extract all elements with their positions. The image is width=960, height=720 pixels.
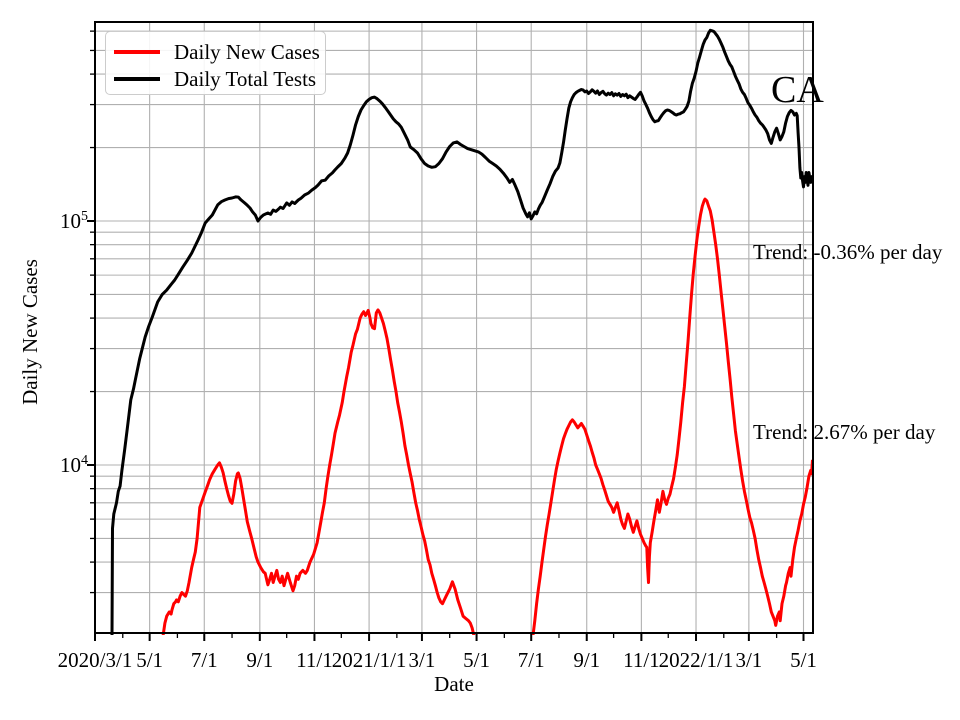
x-axis-title: Date	[434, 672, 474, 696]
data-series	[110, 28, 813, 635]
cases-trend-annotation: Trend: 2.67% per day	[753, 420, 936, 444]
tests-line-swatch	[114, 77, 160, 81]
plot-frame	[94, 21, 814, 634]
legend-item-cases: Daily New Cases	[114, 39, 325, 65]
x-tick-label: 7/1	[517, 648, 545, 672]
x-tick-label: 11/1	[623, 648, 660, 672]
y-tick-label: 104	[60, 453, 88, 477]
x-tick-label: 5/1	[136, 648, 164, 672]
x-tick-label: 3/1	[408, 648, 436, 672]
x-tick-label: 7/1	[190, 648, 218, 672]
legend-label-cases: Daily New Cases	[174, 39, 320, 64]
x-tick-label: 2022/1/1	[658, 648, 734, 672]
x-tick-label: 9/1	[246, 648, 274, 672]
y-tick-label: 105	[60, 209, 88, 233]
x-tick-label: 3/1	[735, 648, 763, 672]
x-tick-label: 5/1	[790, 648, 817, 672]
tests-trend-annotation: Trend: -0.36% per day	[753, 240, 943, 264]
series-line-daily-total-tests	[110, 28, 813, 635]
y-axis-title: Daily New Cases	[18, 259, 42, 405]
cases-line-swatch	[114, 50, 160, 54]
x-tick-label: 2021/1/1	[331, 648, 407, 672]
legend: Daily New Cases Daily Total Tests	[105, 31, 326, 95]
legend-label-tests: Daily Total Tests	[174, 66, 317, 91]
x-tick-label: 11/1	[296, 648, 333, 672]
x-tick-label: 2020/3/1	[57, 648, 133, 672]
legend-item-tests: Daily Total Tests	[114, 66, 325, 92]
tick-marks	[87, 30, 805, 641]
series-line-daily-new-cases	[531, 197, 813, 635]
gridlines	[94, 22, 813, 633]
x-tick-label: 9/1	[573, 648, 601, 672]
x-tick-label: 5/1	[463, 648, 490, 672]
state-annotation: CA	[771, 69, 824, 111]
series-line-daily-new-cases	[161, 308, 476, 635]
